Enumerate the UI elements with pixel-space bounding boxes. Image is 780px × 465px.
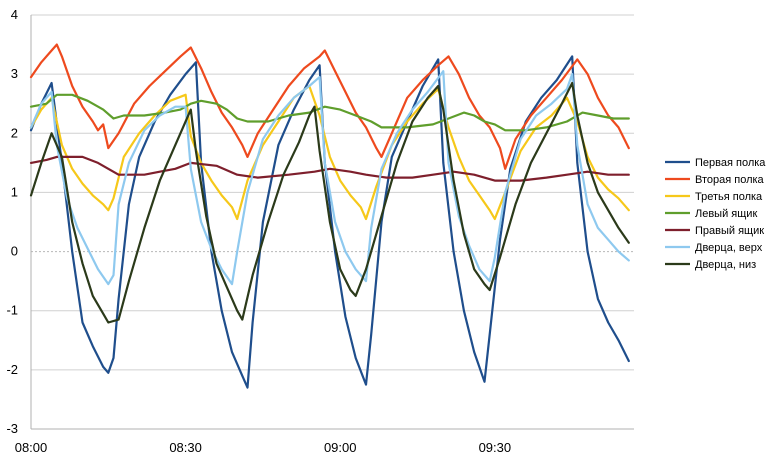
legend-label: Дверца, низ bbox=[695, 259, 756, 271]
x-tick-label: 09:00 bbox=[324, 440, 357, 455]
y-tick-label: -2 bbox=[6, 362, 18, 377]
y-tick-label: -3 bbox=[6, 421, 18, 436]
y-tick-label: 0 bbox=[11, 244, 18, 259]
x-tick-labels: 08:00 08:30 09:00 09:30 bbox=[15, 440, 511, 455]
legend-label: Дверца, верх bbox=[695, 242, 763, 254]
legend-label: Правый ящик bbox=[695, 225, 764, 237]
series-line bbox=[29, 155, 630, 182]
y-tick-label: 3 bbox=[11, 66, 18, 81]
legend-label: Третья полка bbox=[695, 191, 763, 203]
x-tick-label: 08:30 bbox=[169, 440, 202, 455]
y-tick-label: -1 bbox=[6, 303, 18, 318]
y-tick-label: 4 bbox=[11, 7, 18, 22]
legend-label: Левый ящик bbox=[695, 208, 757, 220]
series-line bbox=[29, 84, 630, 221]
y-tick-label: 1 bbox=[11, 184, 18, 199]
y-tick-labels: -3 -2 -1 0 1 2 3 4 bbox=[6, 7, 18, 436]
legend-label: Первая полка bbox=[695, 157, 766, 169]
series-line bbox=[29, 43, 630, 170]
axes bbox=[30, 15, 634, 430]
series-lines bbox=[29, 43, 630, 389]
legend-label: Вторая полка bbox=[695, 174, 765, 186]
series-line bbox=[29, 70, 630, 286]
y-tick-label: 2 bbox=[11, 125, 18, 140]
x-tick-label: 08:00 bbox=[15, 440, 48, 455]
legend: Первая полка Вторая полка Третья полка Левы… bbox=[665, 157, 766, 271]
series-line bbox=[29, 93, 630, 132]
x-tick-label: 09:30 bbox=[479, 440, 512, 455]
series-line bbox=[29, 81, 630, 324]
